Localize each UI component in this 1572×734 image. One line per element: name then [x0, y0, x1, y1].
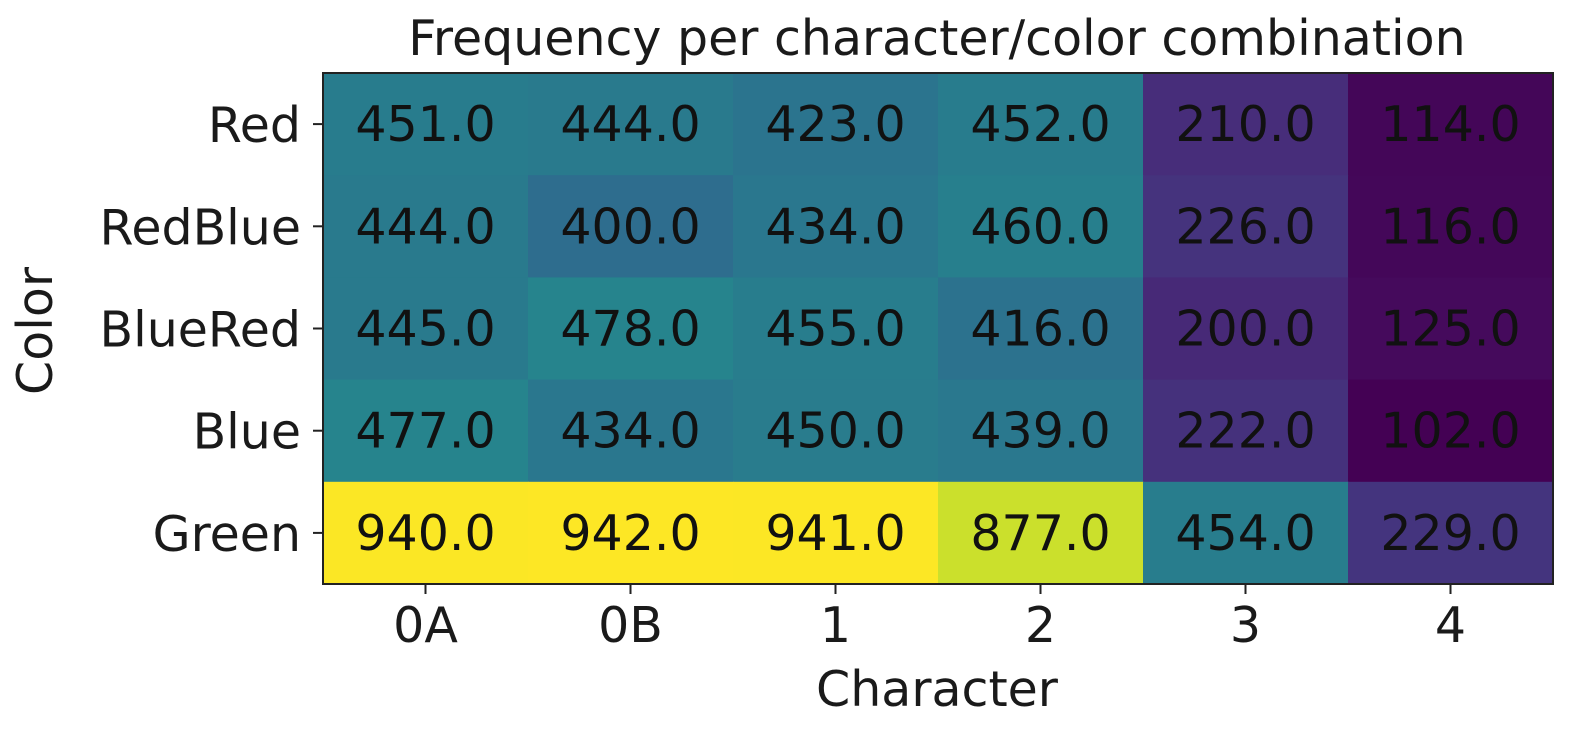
heatmap-cell-value: 210.0 [1175, 96, 1315, 153]
heatmap-cell [528, 481, 734, 585]
heatmap-cell-value: 434.0 [765, 198, 905, 255]
y-axis-label: Color [7, 266, 64, 395]
heatmap-cell [1143, 379, 1349, 483]
heatmap-cell [1348, 73, 1554, 176]
y-axis-ticks: Red RedBlue BlueRed Blue Green [99, 97, 323, 563]
heatmap-cell-value: 460.0 [970, 198, 1110, 255]
heatmap-cells [323, 73, 1554, 585]
heatmap-cell [1348, 481, 1554, 585]
y-tick-label: Blue [193, 404, 301, 461]
heatmap-cell [1348, 175, 1554, 278]
heatmap-cell-value: 226.0 [1175, 198, 1315, 255]
x-tick-label: 3 [1230, 597, 1261, 654]
heatmap-cell-value: 477.0 [355, 403, 495, 460]
heatmap-cell [733, 73, 939, 176]
heatmap-cell-value: 941.0 [765, 505, 905, 562]
heatmap-cell-value: 125.0 [1380, 301, 1520, 358]
heatmap-cell [1143, 277, 1349, 381]
heatmap-cell-value: 452.0 [970, 96, 1110, 153]
heatmap-cell-value: 114.0 [1380, 96, 1520, 153]
heatmap-cell [323, 379, 529, 483]
heatmap-cell-value: 444.0 [560, 96, 700, 153]
heatmap-cell [323, 481, 529, 585]
heatmap-cell [1143, 175, 1349, 278]
heatmap-cell [1348, 277, 1554, 381]
y-tick-label: Green [153, 506, 301, 563]
y-tick-label: RedBlue [99, 199, 301, 256]
heatmap-cell [1143, 73, 1349, 176]
heatmap-cell [733, 175, 939, 278]
heatmap-cell-value: 439.0 [970, 403, 1110, 460]
heatmap-cell [938, 481, 1144, 585]
heatmap-cell-value: 200.0 [1175, 301, 1315, 358]
x-tick-label: 0B [598, 597, 663, 654]
heatmap-cell-value: 434.0 [560, 403, 700, 460]
heatmap-cell-value: 455.0 [765, 301, 905, 358]
heatmap-cell [938, 73, 1144, 176]
chart-title: Frequency per character/color combinatio… [408, 10, 1465, 67]
y-tick-label: Red [208, 97, 301, 154]
heatmap-cell-labels: 451.0 444.0 423.0 452.0 210.0 114.0 444.0 400.0… [355, 96, 1520, 562]
heatmap-cell-value: 423.0 [765, 96, 905, 153]
heatmap-cell [1143, 481, 1349, 585]
heatmap-cell [938, 379, 1144, 483]
heatmap-cell-value: 116.0 [1380, 198, 1520, 255]
heatmap-cell [938, 277, 1144, 381]
x-axis-ticks: 0A 0B 1 2 3 4 [393, 584, 1466, 654]
heatmap-cell [938, 175, 1144, 278]
heatmap-cell-value: 940.0 [355, 505, 495, 562]
heatmap-cell-value: 450.0 [765, 403, 905, 460]
x-tick-label: 0A [393, 597, 458, 654]
heatmap-cell-value: 222.0 [1175, 403, 1315, 460]
heatmap-cell-value: 454.0 [1175, 505, 1315, 562]
heatmap-cell [733, 277, 939, 381]
heatmap-cell-value: 400.0 [560, 198, 700, 255]
x-axis-label: Character [816, 661, 1059, 718]
heatmap-cell [528, 175, 734, 278]
x-tick-label: 2 [1025, 597, 1056, 654]
heatmap-cell-value: 451.0 [355, 96, 495, 153]
heatmap-cell [323, 73, 529, 176]
heatmap-cell-value: 942.0 [560, 505, 700, 562]
heatmap-cell-value: 444.0 [355, 198, 495, 255]
heatmap-cell-value: 877.0 [970, 505, 1110, 562]
heatmap-cell [528, 277, 734, 381]
x-tick-label: 4 [1435, 597, 1466, 654]
x-tick-label: 1 [820, 597, 851, 654]
heatmap-cell [323, 175, 529, 278]
heatmap-cell-value: 478.0 [560, 301, 700, 358]
heatmap-cell [323, 277, 529, 381]
heatmap-cell-value: 229.0 [1380, 505, 1520, 562]
heatmap-cell [733, 481, 939, 585]
heatmap-cell [733, 379, 939, 483]
heatmap-cell [528, 73, 734, 176]
y-tick-label: BlueRed [99, 302, 301, 359]
heatmap-cell [1348, 379, 1554, 483]
heatmap-cell-value: 416.0 [970, 301, 1110, 358]
heatmap-cell-value: 445.0 [355, 301, 495, 358]
heatmap-cell-value: 102.0 [1380, 403, 1520, 460]
heatmap-cell [528, 379, 734, 483]
